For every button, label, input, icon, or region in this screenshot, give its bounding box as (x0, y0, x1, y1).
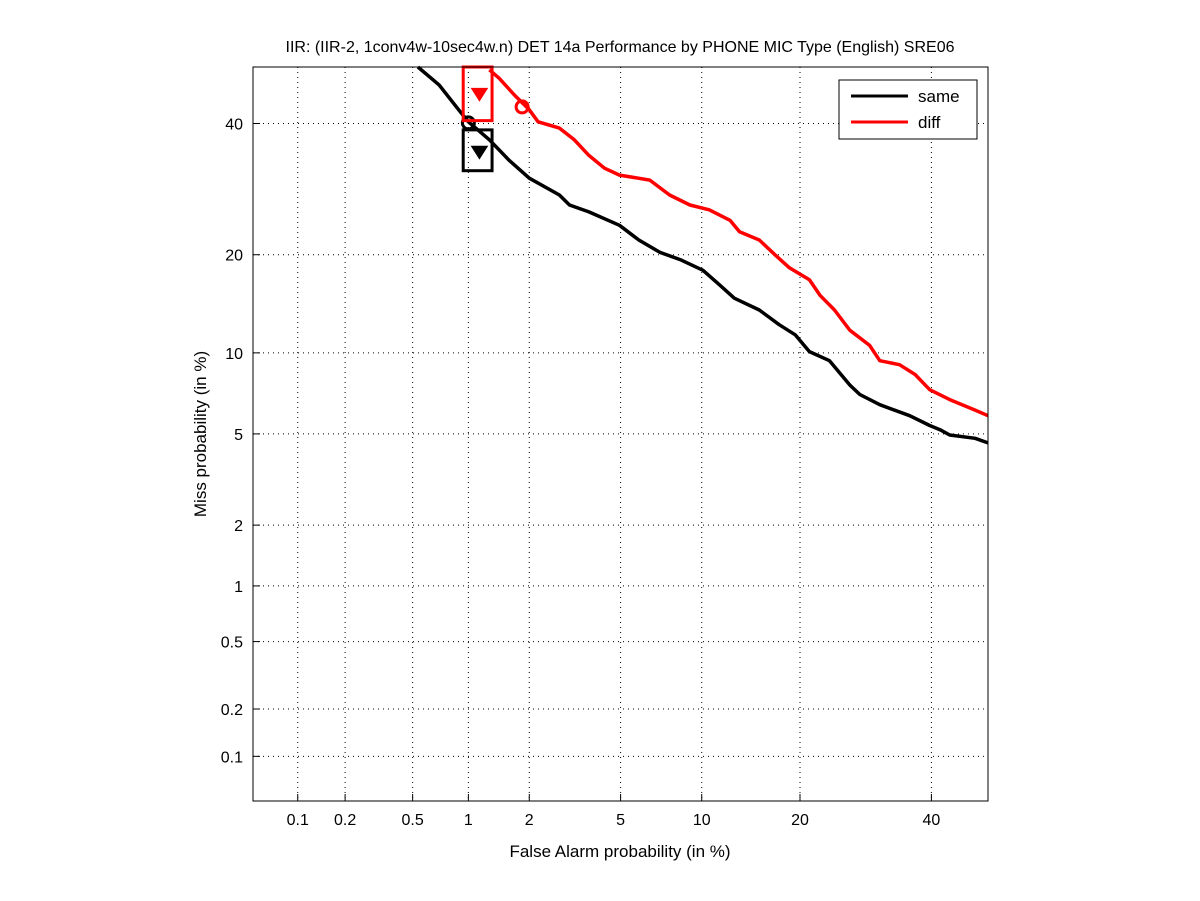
x-tick-label: 0.2 (334, 812, 356, 829)
legend-label-diff: diff (918, 113, 941, 132)
x-tick-label: 20 (791, 812, 809, 829)
legend: same diff (838, 79, 978, 140)
grid (253, 67, 988, 801)
det-curve-same (416, 65, 989, 445)
x-tick-label: 1 (464, 812, 473, 829)
x-tick-label: 0.5 (402, 812, 424, 829)
act-dcf-marker-same (470, 145, 489, 160)
y-tick-label: 10 (225, 346, 243, 363)
min-dcf-marker-same (460, 115, 476, 131)
y-axis-label: Miss probability (in %) (191, 351, 210, 517)
y-tick-label: 0.1 (221, 749, 243, 766)
y-tick-label: 1 (234, 579, 243, 596)
confidence-box-same (461, 128, 494, 173)
legend-box (838, 79, 978, 140)
min-dcf-marker-diff (514, 99, 530, 115)
y-tick-label: 5 (234, 427, 243, 444)
x-axis-ticks: 0.1 0.2 0.5 1 2 5 10 20 40 (287, 794, 941, 829)
x-tick-label: 40 (923, 812, 941, 829)
x-tick-label: 10 (693, 812, 711, 829)
x-tick-label: 0.1 (287, 812, 309, 829)
y-tick-label: 40 (225, 117, 243, 134)
x-axis-label: False Alarm probability (in %) (509, 842, 730, 861)
y-tick-label: 20 (225, 248, 243, 265)
y-tick-label: 0.2 (221, 702, 243, 719)
act-dcf-marker-diff (470, 87, 489, 102)
y-axis-ticks: 0.1 0.2 0.5 1 2 5 10 20 40 (221, 117, 260, 766)
series-group (416, 65, 989, 445)
det-curve-diff (488, 68, 989, 418)
x-tick-label: 5 (616, 812, 625, 829)
legend-label-same: same (918, 87, 960, 106)
y-tick-label: 0.5 (221, 635, 243, 652)
y-tick-label: 2 (234, 518, 243, 535)
x-tick-label: 2 (525, 812, 534, 829)
chart-title: IIR: (IIR-2, 1conv4w-10sec4w.n) DET 14a … (286, 39, 955, 56)
